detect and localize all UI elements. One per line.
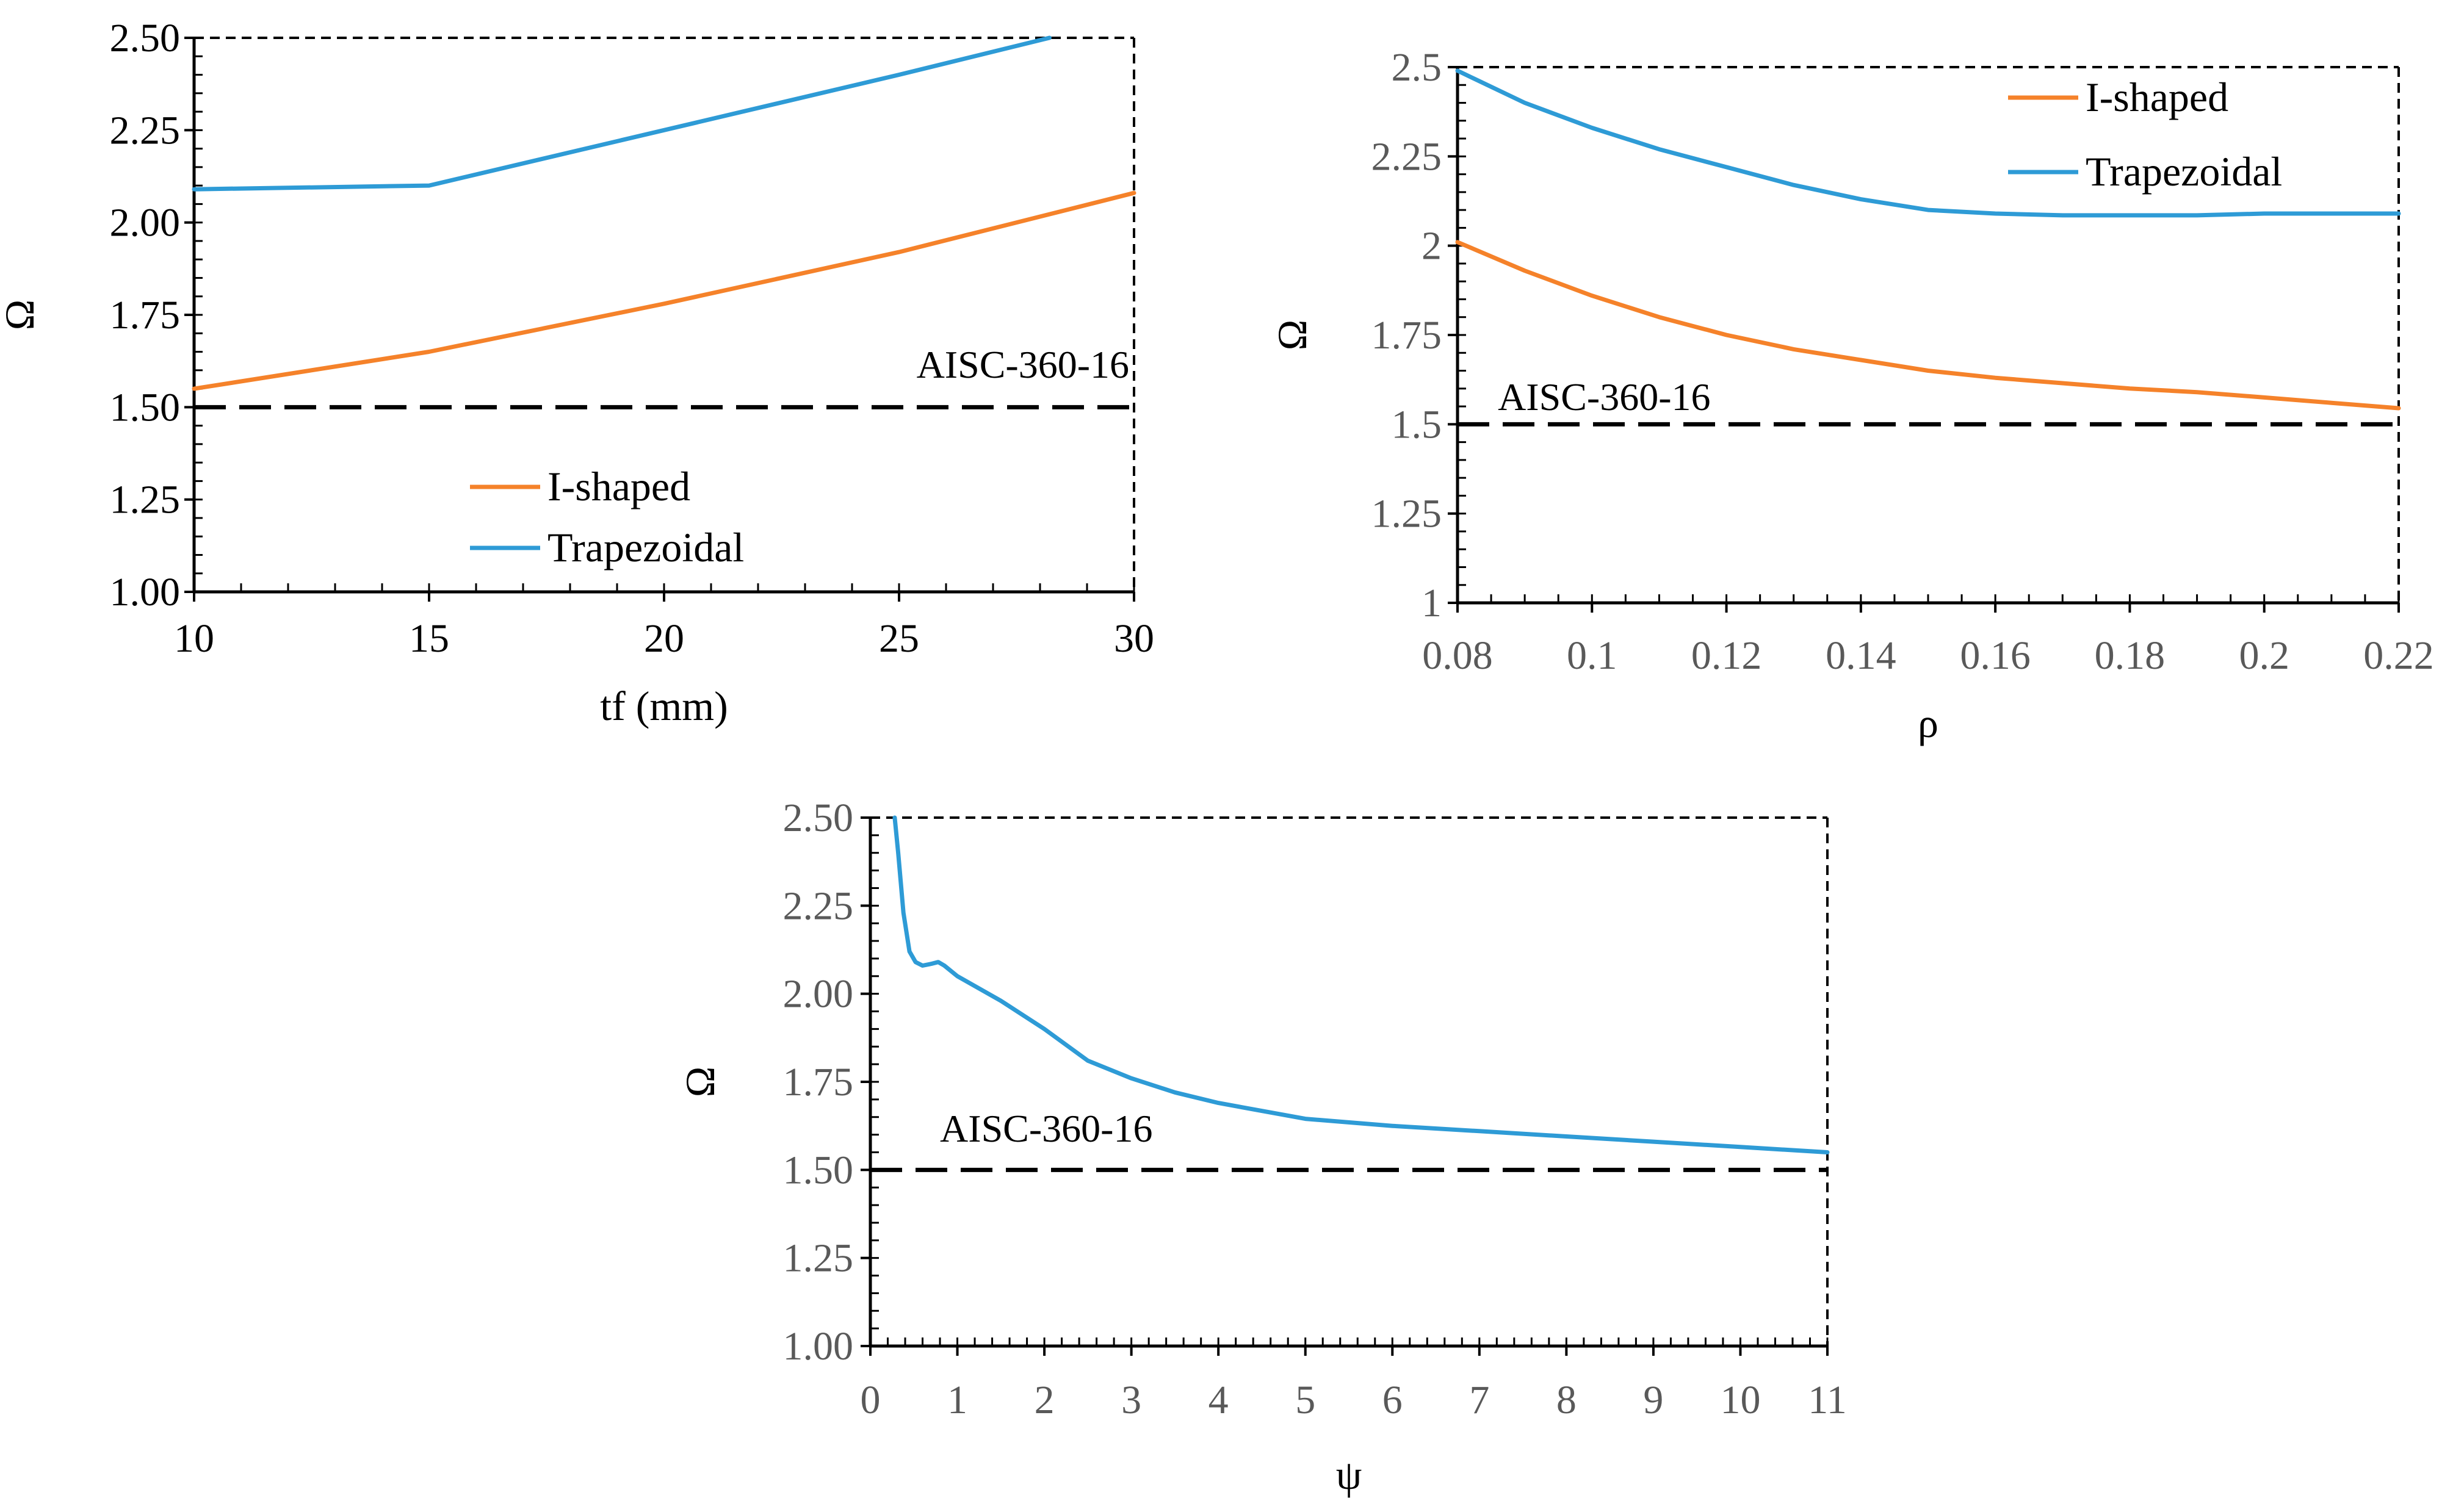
x-tick-label: 6	[1382, 1378, 1403, 1422]
x-tick-label: 3	[1121, 1378, 1141, 1422]
y-tick-label: 1.75	[1371, 313, 1442, 358]
series-line-trapezoidal	[1455, 68, 2401, 218]
x-tick-label: 0.18	[2095, 633, 2166, 678]
x-tick-label: 30	[1114, 616, 1154, 661]
y-axis-title: Ω	[1269, 320, 1315, 351]
legend-label: I-shaped	[2086, 74, 2228, 120]
x-tick-label: 0.16	[1960, 633, 2031, 678]
y-tick-label: 2.5	[1392, 45, 1442, 90]
series-line-i-shaped	[192, 190, 1136, 391]
x-axis-title: ρ	[1918, 700, 1938, 746]
y-tick-label: 1.75	[110, 293, 181, 337]
y-tick-label: 2.25	[783, 884, 854, 928]
y-tick-label: 2.50	[783, 796, 854, 840]
reference-line-label: AISC-360-16	[940, 1107, 1152, 1150]
chart-panel-c: 0 1 2 3 4 5 6 7 8 9 10 11 1.00 1.25 1.50 1.75 2.00 2.25 2.…	[677, 796, 1847, 1498]
y-tick-label: 1.25	[110, 478, 181, 522]
x-axis-title: ψ	[1336, 1452, 1362, 1498]
x-tick-label: 2	[1035, 1378, 1055, 1422]
y-axis-title: Ω	[677, 1067, 723, 1098]
x-tick-label: 15	[409, 616, 449, 661]
y-tick-label: 2.00	[783, 972, 854, 1017]
x-tick-label: 7	[1469, 1378, 1489, 1422]
y-tick-label: 1.5	[1392, 402, 1442, 447]
y-tick-label: 1.25	[1371, 492, 1442, 536]
y-tick-label: 2.25	[1371, 134, 1442, 179]
legend-label: Trapezoidal	[2086, 148, 2282, 195]
y-tick-label: 1	[1422, 581, 1442, 625]
x-tick-label: 0.1	[1567, 633, 1617, 678]
y-tick-label: 2.50	[110, 16, 181, 60]
x-tick-label: 10	[1720, 1378, 1760, 1422]
chart-panel-b: 0.08 0.1 0.12 0.14 0.16 0.18 0.2 0.22 1 1.25 1.5 1.…	[1269, 45, 2434, 746]
legend-label: I-shaped	[547, 463, 690, 509]
y-tick-label: 2.00	[110, 201, 181, 245]
y-axis-title: Ω	[0, 300, 43, 331]
x-tick-label: 10	[174, 616, 214, 661]
x-tick-label: 0.2	[2239, 633, 2289, 678]
x-tick-label: 5	[1295, 1378, 1315, 1422]
x-tick-label: 4	[1208, 1378, 1229, 1422]
reference-line-label: AISC-360-16	[917, 343, 1129, 386]
chart-panel-a: 10 15 20 25 30 1.00 1.25 1.50 1.75 2.00 2.25 2.50 AI…	[0, 16, 1154, 729]
x-axis-title: tf (mm)	[600, 683, 728, 729]
x-tick-label: 0.22	[2363, 633, 2434, 678]
x-tick-label: 0.14	[1826, 633, 1896, 678]
y-tick-label: 1.00	[783, 1324, 854, 1369]
y-tick-label: 1.50	[783, 1148, 854, 1192]
series-line-i-shaped	[1455, 240, 2401, 411]
x-tick-label: 0.08	[1422, 633, 1493, 678]
x-tick-label: 1	[947, 1378, 967, 1422]
y-tick-label: 1.75	[783, 1060, 854, 1104]
y-tick-label: 1.25	[783, 1236, 854, 1281]
legend-label: Trapezoidal	[547, 524, 744, 571]
x-tick-label: 0	[861, 1378, 881, 1422]
x-tick-label: 0.12	[1691, 633, 1762, 678]
series-line-trapezoidal	[192, 35, 1052, 192]
reference-line-label: AISC-360-16	[1498, 375, 1710, 419]
x-tick-label: 8	[1556, 1378, 1577, 1422]
y-tick-label: 2.25	[110, 108, 181, 153]
y-tick-label: 1.00	[110, 570, 181, 614]
series-line-trapezoidal	[892, 815, 1830, 1154]
x-tick-label: 20	[644, 616, 684, 661]
x-tick-label: 9	[1643, 1378, 1663, 1422]
y-tick-label: 2	[1422, 224, 1442, 268]
x-tick-label: 25	[879, 616, 919, 661]
y-tick-label: 1.50	[110, 385, 181, 430]
x-tick-label: 11	[1808, 1378, 1847, 1422]
